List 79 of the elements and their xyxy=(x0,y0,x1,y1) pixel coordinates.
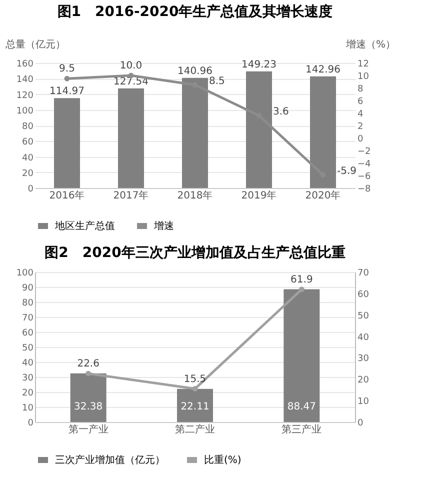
y-tick-label: 40 xyxy=(22,153,34,164)
y-tick-label: 100 xyxy=(16,106,34,116)
y2-tick-label: −2 xyxy=(358,147,371,157)
data-label: 32.38 xyxy=(74,402,103,412)
point xyxy=(298,286,304,292)
legend-label: 地区生产总值 xyxy=(54,220,115,232)
legend-label: 比重(%) xyxy=(204,454,242,466)
y2-tick-label: 8 xyxy=(358,84,364,94)
y-tick-label: 10 xyxy=(22,404,34,414)
legend-label: 三次产业增加值（亿元） xyxy=(55,454,165,466)
y2-tick-label: 10 xyxy=(358,72,370,82)
data-label: 15.5 xyxy=(184,374,206,385)
y2-tick-label: 30 xyxy=(358,354,370,364)
x-tick-label: 2018年 xyxy=(177,190,213,202)
y2-tick-label: −8 xyxy=(358,184,372,194)
y2-tick-label: −4 xyxy=(358,160,372,170)
data-label: 88.47 xyxy=(287,402,316,412)
data-label: 140.96 xyxy=(178,66,212,77)
data-label: 22.6 xyxy=(77,358,100,370)
y2-tick-label: 6 xyxy=(358,97,364,107)
bar xyxy=(177,388,213,422)
y2-tick-label: 10 xyxy=(358,397,370,408)
y-tick-label: 90 xyxy=(22,284,34,294)
y2-tick-label: 60 xyxy=(358,290,370,300)
x-tick-label: 2019年 xyxy=(241,190,277,202)
x-tick-label: 第二产业 xyxy=(175,424,215,436)
y-tick-label: 60 xyxy=(22,138,34,148)
bar xyxy=(54,98,80,188)
y2-tick-label: 0 xyxy=(358,134,364,144)
y2-tick-label: 0 xyxy=(358,418,364,428)
bar xyxy=(70,373,106,422)
point xyxy=(192,386,198,392)
y2-tick-label: 20 xyxy=(358,376,370,386)
y-tick-label: 120 xyxy=(16,90,34,101)
chart-title: 图1 2016-2020年生产总值及其增长速度 xyxy=(57,3,333,20)
y-tick-label: 140 xyxy=(16,75,34,86)
data-label: 142.96 xyxy=(306,64,340,76)
y2-tick-label: 4 xyxy=(358,110,364,120)
y-tick-label: 100 xyxy=(16,268,34,278)
data-label: 8.5 xyxy=(209,76,225,87)
y-tick-label: 0 xyxy=(28,418,34,428)
data-label: 22.11 xyxy=(180,402,210,412)
point xyxy=(86,370,92,376)
data-label: -5.9 xyxy=(337,166,357,177)
y-tick-label: 30 xyxy=(22,374,34,384)
y-tick-label: 40 xyxy=(22,358,34,368)
x-tick-label: 2016年 xyxy=(49,190,85,202)
bar xyxy=(284,289,320,422)
y-tick-label: 20 xyxy=(22,388,34,398)
data-label: 9.5 xyxy=(59,64,75,75)
y-tick-label: 60 xyxy=(22,328,34,338)
bar xyxy=(118,88,144,188)
y-axis-title: 总量（亿元） xyxy=(4,38,66,50)
x-tick-label: 2020年 xyxy=(305,190,341,202)
y2-tick-label: 2 xyxy=(358,122,364,132)
point xyxy=(64,76,70,82)
y-tick-label: 50 xyxy=(22,344,34,354)
legend-label: 增速 xyxy=(153,220,174,232)
y-tick-label: 80 xyxy=(22,298,34,308)
data-label: 10.0 xyxy=(120,60,142,72)
x-tick-label: 第一产业 xyxy=(68,424,108,436)
y2-tick-label: 40 xyxy=(358,332,370,343)
y2-tick-label: 70 xyxy=(358,268,370,278)
y2-tick-label: 50 xyxy=(358,311,370,322)
data-label: 114.97 xyxy=(50,86,84,98)
y-tick-label: 20 xyxy=(22,168,34,179)
y2-tick-label: −6 xyxy=(358,172,372,182)
y-tick-label: 0 xyxy=(28,184,34,194)
x-tick-label: 第三产业 xyxy=(282,424,322,436)
y-tick-label: 70 xyxy=(22,314,34,324)
data-label: 3.6 xyxy=(273,106,289,118)
chart-title: 图2 2020年三次产业增加值及占生产总值比重 xyxy=(44,244,346,261)
y2-axis-title: 增速（%） xyxy=(344,38,396,50)
data-label: 61.9 xyxy=(290,274,313,286)
data-label: 149.23 xyxy=(242,59,276,70)
y-tick-label: 80 xyxy=(22,122,34,132)
x-tick-label: 2017年 xyxy=(113,190,149,202)
y-tick-label: 160 xyxy=(16,60,34,70)
y2-tick-label: 12 xyxy=(358,60,369,70)
